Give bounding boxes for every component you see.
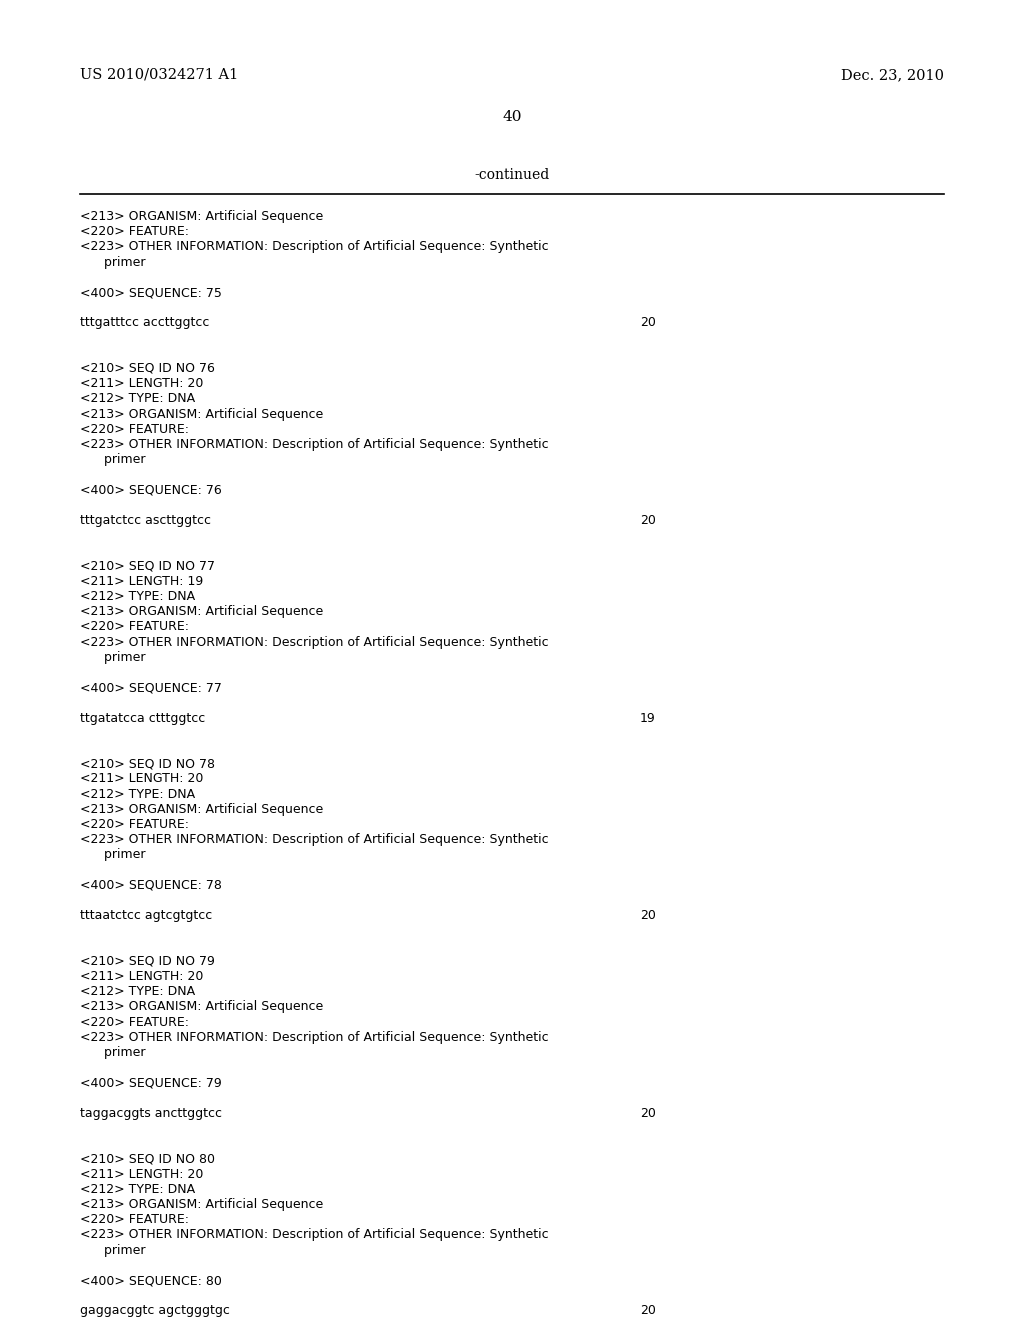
Text: <223> OTHER INFORMATION: Description of Artificial Sequence: Synthetic: <223> OTHER INFORMATION: Description of … <box>80 1229 549 1241</box>
Text: <212> TYPE: DNA: <212> TYPE: DNA <box>80 392 196 405</box>
Text: <211> LENGTH: 20: <211> LENGTH: 20 <box>80 378 204 391</box>
Text: gaggacggtc agctgggtgc: gaggacggtc agctgggtgc <box>80 1304 229 1317</box>
Text: <223> OTHER INFORMATION: Description of Artificial Sequence: Synthetic: <223> OTHER INFORMATION: Description of … <box>80 438 549 451</box>
Text: <220> FEATURE:: <220> FEATURE: <box>80 226 189 238</box>
Text: tttgatttcc accttggtcc: tttgatttcc accttggtcc <box>80 317 209 330</box>
Text: tttgatctcc ascttggtcc: tttgatctcc ascttggtcc <box>80 513 211 527</box>
Text: <211> LENGTH: 19: <211> LENGTH: 19 <box>80 574 203 587</box>
Text: tttaatctcc agtcgtgtcc: tttaatctcc agtcgtgtcc <box>80 909 212 923</box>
Text: <213> ORGANISM: Artificial Sequence: <213> ORGANISM: Artificial Sequence <box>80 803 324 816</box>
Text: <400> SEQUENCE: 79: <400> SEQUENCE: 79 <box>80 1076 222 1089</box>
Text: primer: primer <box>80 651 145 664</box>
Text: Dec. 23, 2010: Dec. 23, 2010 <box>841 69 944 82</box>
Text: <211> LENGTH: 20: <211> LENGTH: 20 <box>80 772 204 785</box>
Text: <213> ORGANISM: Artificial Sequence: <213> ORGANISM: Artificial Sequence <box>80 210 324 223</box>
Text: <211> LENGTH: 20: <211> LENGTH: 20 <box>80 1168 204 1180</box>
Text: <220> FEATURE:: <220> FEATURE: <box>80 1213 189 1226</box>
Text: <400> SEQUENCE: 80: <400> SEQUENCE: 80 <box>80 1274 222 1287</box>
Text: primer: primer <box>80 1045 145 1059</box>
Text: ttgatatcca ctttggtcc: ttgatatcca ctttggtcc <box>80 711 205 725</box>
Text: <223> OTHER INFORMATION: Description of Artificial Sequence: Synthetic: <223> OTHER INFORMATION: Description of … <box>80 833 549 846</box>
Text: <210> SEQ ID NO 77: <210> SEQ ID NO 77 <box>80 560 215 573</box>
Text: <213> ORGANISM: Artificial Sequence: <213> ORGANISM: Artificial Sequence <box>80 1199 324 1210</box>
Text: US 2010/0324271 A1: US 2010/0324271 A1 <box>80 69 239 82</box>
Text: <223> OTHER INFORMATION: Description of Artificial Sequence: Synthetic: <223> OTHER INFORMATION: Description of … <box>80 636 549 648</box>
Text: <212> TYPE: DNA: <212> TYPE: DNA <box>80 590 196 603</box>
Text: <400> SEQUENCE: 77: <400> SEQUENCE: 77 <box>80 681 222 694</box>
Text: 40: 40 <box>502 110 522 124</box>
Text: 20: 20 <box>640 1106 656 1119</box>
Text: <213> ORGANISM: Artificial Sequence: <213> ORGANISM: Artificial Sequence <box>80 1001 324 1014</box>
Text: <400> SEQUENCE: 75: <400> SEQUENCE: 75 <box>80 286 222 300</box>
Text: <213> ORGANISM: Artificial Sequence: <213> ORGANISM: Artificial Sequence <box>80 605 324 618</box>
Text: <220> FEATURE:: <220> FEATURE: <box>80 422 189 436</box>
Text: <212> TYPE: DNA: <212> TYPE: DNA <box>80 985 196 998</box>
Text: primer: primer <box>80 1243 145 1257</box>
Text: <213> ORGANISM: Artificial Sequence: <213> ORGANISM: Artificial Sequence <box>80 408 324 421</box>
Text: -continued: -continued <box>474 168 550 182</box>
Text: primer: primer <box>80 849 145 862</box>
Text: <223> OTHER INFORMATION: Description of Artificial Sequence: Synthetic: <223> OTHER INFORMATION: Description of … <box>80 1031 549 1044</box>
Text: 20: 20 <box>640 513 656 527</box>
Text: <400> SEQUENCE: 76: <400> SEQUENCE: 76 <box>80 483 222 496</box>
Text: <212> TYPE: DNA: <212> TYPE: DNA <box>80 1183 196 1196</box>
Text: <210> SEQ ID NO 76: <210> SEQ ID NO 76 <box>80 362 215 375</box>
Text: 20: 20 <box>640 317 656 330</box>
Text: 20: 20 <box>640 1304 656 1317</box>
Text: <210> SEQ ID NO 78: <210> SEQ ID NO 78 <box>80 758 215 770</box>
Text: <220> FEATURE:: <220> FEATURE: <box>80 1015 189 1028</box>
Text: <212> TYPE: DNA: <212> TYPE: DNA <box>80 788 196 801</box>
Text: 20: 20 <box>640 909 656 923</box>
Text: primer: primer <box>80 256 145 268</box>
Text: <220> FEATURE:: <220> FEATURE: <box>80 818 189 832</box>
Text: <211> LENGTH: 20: <211> LENGTH: 20 <box>80 970 204 983</box>
Text: <210> SEQ ID NO 80: <210> SEQ ID NO 80 <box>80 1152 215 1166</box>
Text: <210> SEQ ID NO 79: <210> SEQ ID NO 79 <box>80 954 215 968</box>
Text: primer: primer <box>80 453 145 466</box>
Text: <220> FEATURE:: <220> FEATURE: <box>80 620 189 634</box>
Text: taggacggts ancttggtcc: taggacggts ancttggtcc <box>80 1106 222 1119</box>
Text: <223> OTHER INFORMATION: Description of Artificial Sequence: Synthetic: <223> OTHER INFORMATION: Description of … <box>80 240 549 253</box>
Text: <400> SEQUENCE: 78: <400> SEQUENCE: 78 <box>80 879 222 892</box>
Text: 19: 19 <box>640 711 655 725</box>
